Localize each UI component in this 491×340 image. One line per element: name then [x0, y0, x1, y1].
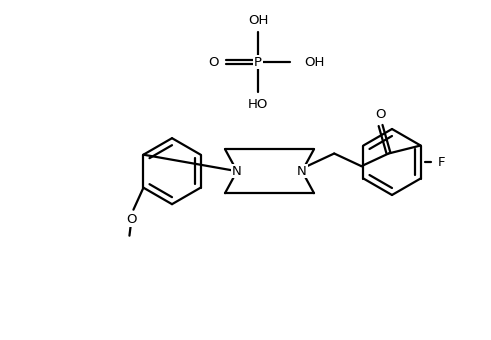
- Text: O: O: [126, 213, 136, 226]
- Text: O: O: [209, 55, 219, 68]
- Text: O: O: [375, 108, 386, 121]
- Text: F: F: [438, 155, 445, 169]
- Text: OH: OH: [248, 14, 268, 27]
- Text: HO: HO: [248, 98, 268, 111]
- Text: N: N: [297, 165, 307, 178]
- Text: P: P: [254, 55, 262, 68]
- Text: OH: OH: [304, 55, 325, 68]
- Text: N: N: [232, 165, 242, 178]
